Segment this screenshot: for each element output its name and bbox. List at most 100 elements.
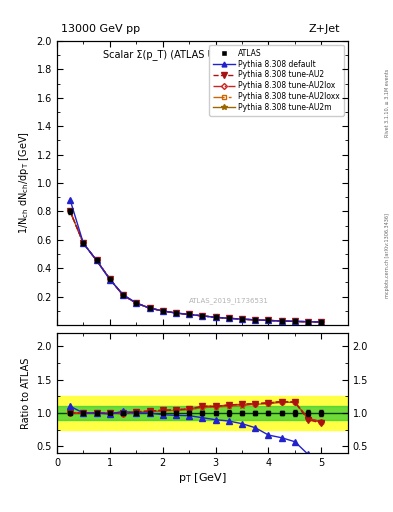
Text: Z+Jet: Z+Jet — [309, 24, 340, 34]
Pythia 8.308 tune-AU2 — [213, 314, 218, 321]
Pythia 8.308 default — [160, 308, 165, 314]
Pythia 8.308 tune-AU2loxx — [134, 300, 139, 306]
Pythia 8.308 tune-AU2loxx — [187, 311, 191, 317]
Pythia 8.308 tune-AU2lox — [319, 319, 324, 325]
Pythia 8.308 tune-AU2lox — [81, 240, 86, 246]
Pythia 8.308 tune-AU2lox — [253, 317, 258, 323]
Pythia 8.308 default — [213, 314, 218, 321]
Pythia 8.308 default — [319, 319, 324, 325]
Pythia 8.308 tune-AU2 — [253, 317, 258, 323]
Pythia 8.308 tune-AU2loxx — [160, 308, 165, 314]
Pythia 8.308 tune-AU2lox — [200, 313, 205, 319]
Pythia 8.308 tune-AU2loxx — [253, 317, 258, 323]
Pythia 8.308 tune-AU2lox — [292, 318, 297, 325]
Pythia 8.308 tune-AU2 — [306, 318, 310, 325]
Pythia 8.308 tune-AU2 — [279, 318, 284, 324]
Pythia 8.308 tune-AU2lox — [108, 276, 112, 282]
Pythia 8.308 tune-AU2 — [134, 300, 139, 306]
Line: Pythia 8.308 tune-AU2: Pythia 8.308 tune-AU2 — [68, 209, 324, 325]
Pythia 8.308 default — [253, 317, 258, 323]
Pythia 8.308 tune-AU2 — [121, 292, 125, 298]
Pythia 8.308 tune-AU2loxx — [174, 310, 178, 316]
Pythia 8.308 default — [108, 276, 112, 283]
Text: Scalar Σ(p_T) (ATLAS UE in Z production): Scalar Σ(p_T) (ATLAS UE in Z production) — [103, 50, 302, 60]
Line: Pythia 8.308 default: Pythia 8.308 default — [68, 197, 324, 325]
Pythia 8.308 tune-AU2m — [187, 311, 191, 317]
Pythia 8.308 tune-AU2 — [68, 208, 73, 215]
Pythia 8.308 tune-AU2m — [319, 319, 324, 325]
Pythia 8.308 tune-AU2loxx — [306, 318, 310, 325]
Pythia 8.308 tune-AU2 — [187, 311, 191, 317]
Pythia 8.308 tune-AU2m — [253, 317, 258, 323]
Text: Rivet 3.1.10, ≥ 3.1M events: Rivet 3.1.10, ≥ 3.1M events — [385, 68, 389, 137]
Pythia 8.308 tune-AU2 — [147, 305, 152, 311]
Pythia 8.308 tune-AU2 — [94, 258, 99, 264]
Pythia 8.308 tune-AU2m — [147, 305, 152, 311]
Pythia 8.308 tune-AU2m — [240, 316, 244, 322]
Pythia 8.308 tune-AU2loxx — [200, 313, 205, 319]
Pythia 8.308 default — [174, 310, 178, 316]
Pythia 8.308 tune-AU2m — [213, 314, 218, 321]
Pythia 8.308 tune-AU2loxx — [292, 318, 297, 325]
Pythia 8.308 tune-AU2m — [306, 318, 310, 325]
Pythia 8.308 tune-AU2loxx — [94, 258, 99, 264]
Pythia 8.308 tune-AU2lox — [134, 300, 139, 306]
Pythia 8.308 tune-AU2loxx — [266, 317, 271, 324]
Pythia 8.308 default — [121, 291, 125, 297]
Pythia 8.308 tune-AU2loxx — [81, 240, 86, 246]
Pythia 8.308 tune-AU2 — [81, 240, 86, 246]
Pythia 8.308 default — [94, 258, 99, 264]
Pythia 8.308 tune-AU2m — [108, 276, 112, 282]
Pythia 8.308 tune-AU2m — [266, 317, 271, 324]
Pythia 8.308 tune-AU2lox — [121, 292, 125, 298]
Pythia 8.308 tune-AU2loxx — [319, 319, 324, 325]
Pythia 8.308 tune-AU2m — [134, 300, 139, 306]
Pythia 8.308 tune-AU2lox — [279, 318, 284, 324]
X-axis label: p$_\mathsf{T}$ [GeV]: p$_\mathsf{T}$ [GeV] — [178, 471, 227, 485]
Pythia 8.308 tune-AU2m — [68, 208, 73, 215]
Pythia 8.308 tune-AU2m — [279, 318, 284, 324]
Pythia 8.308 tune-AU2lox — [174, 310, 178, 316]
Pythia 8.308 default — [134, 300, 139, 306]
Pythia 8.308 tune-AU2lox — [266, 317, 271, 324]
Text: ATLAS_2019_I1736531: ATLAS_2019_I1736531 — [189, 297, 269, 304]
Pythia 8.308 tune-AU2lox — [240, 316, 244, 322]
Pythia 8.308 default — [240, 316, 244, 322]
Pythia 8.308 tune-AU2lox — [94, 258, 99, 264]
Text: 13000 GeV pp: 13000 GeV pp — [61, 24, 140, 34]
Pythia 8.308 tune-AU2 — [200, 313, 205, 319]
Pythia 8.308 tune-AU2loxx — [226, 315, 231, 322]
Pythia 8.308 default — [266, 317, 271, 324]
Pythia 8.308 tune-AU2 — [174, 310, 178, 316]
Y-axis label: Ratio to ATLAS: Ratio to ATLAS — [21, 357, 31, 429]
Pythia 8.308 tune-AU2lox — [147, 305, 152, 311]
Pythia 8.308 tune-AU2 — [292, 318, 297, 325]
Pythia 8.308 tune-AU2m — [94, 258, 99, 264]
Pythia 8.308 tune-AU2m — [160, 308, 165, 314]
Pythia 8.308 tune-AU2lox — [306, 318, 310, 325]
Pythia 8.308 default — [292, 318, 297, 325]
Pythia 8.308 tune-AU2 — [108, 276, 112, 282]
Pythia 8.308 tune-AU2 — [319, 319, 324, 325]
Legend: ATLAS, Pythia 8.308 default, Pythia 8.308 tune-AU2, Pythia 8.308 tune-AU2lox, Py: ATLAS, Pythia 8.308 default, Pythia 8.30… — [209, 45, 344, 116]
Pythia 8.308 tune-AU2loxx — [240, 316, 244, 322]
Pythia 8.308 tune-AU2loxx — [121, 292, 125, 298]
Pythia 8.308 default — [279, 318, 284, 324]
Pythia 8.308 tune-AU2m — [174, 310, 178, 316]
Pythia 8.308 default — [200, 313, 205, 319]
Pythia 8.308 tune-AU2lox — [68, 208, 73, 215]
Pythia 8.308 tune-AU2lox — [160, 308, 165, 314]
Pythia 8.308 tune-AU2m — [121, 292, 125, 298]
Pythia 8.308 tune-AU2lox — [213, 314, 218, 321]
Pythia 8.308 tune-AU2m — [292, 318, 297, 325]
Pythia 8.308 tune-AU2lox — [226, 315, 231, 322]
Pythia 8.308 default — [81, 240, 86, 246]
Pythia 8.308 tune-AU2 — [226, 315, 231, 322]
Pythia 8.308 tune-AU2loxx — [68, 208, 73, 215]
Pythia 8.308 tune-AU2m — [200, 313, 205, 319]
Pythia 8.308 tune-AU2 — [160, 308, 165, 314]
Text: mcplots.cern.ch [arXiv:1306.3436]: mcplots.cern.ch [arXiv:1306.3436] — [385, 214, 389, 298]
Y-axis label: 1/N$_{\mathsf{ch}}$ dN$_{\mathsf{ch}}$/dp$_\mathsf{T}$ [GeV]: 1/N$_{\mathsf{ch}}$ dN$_{\mathsf{ch}}$/d… — [17, 132, 31, 234]
Pythia 8.308 tune-AU2lox — [187, 311, 191, 317]
Line: Pythia 8.308 tune-AU2lox: Pythia 8.308 tune-AU2lox — [68, 209, 323, 324]
